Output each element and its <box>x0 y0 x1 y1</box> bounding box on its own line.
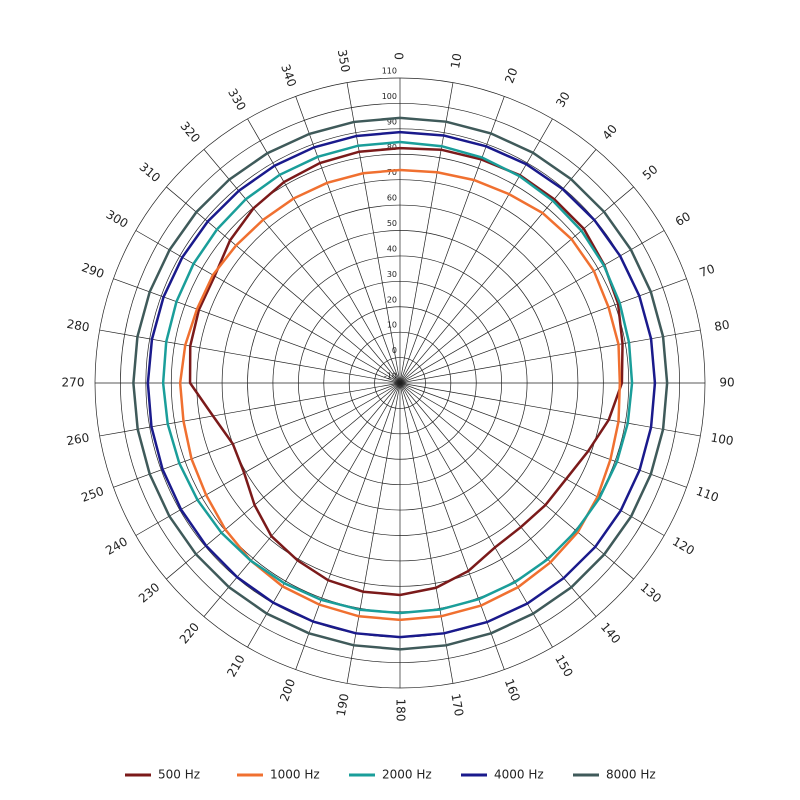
r-tick-label: 60 <box>387 194 397 203</box>
angle-label: 210 <box>224 653 248 680</box>
angle-label: 110 <box>694 484 720 505</box>
r-tick-label: 50 <box>387 219 397 228</box>
angle-label: 100 <box>710 430 735 448</box>
grid-spoke <box>399 278 687 384</box>
angle-label: 70 <box>698 261 717 279</box>
r-tick-label: 100 <box>382 92 397 101</box>
angle-label: 60 <box>673 209 693 229</box>
grid-spoke <box>399 382 454 684</box>
angle-label: 240 <box>103 534 130 558</box>
angle-label: 50 <box>640 162 661 183</box>
r-tick-label: 110 <box>382 67 397 76</box>
grid-spoke <box>135 230 401 384</box>
grid-spoke <box>135 382 401 536</box>
angle-label: 220 <box>177 620 202 647</box>
angle-label: 130 <box>638 580 665 605</box>
r-tick-label: 10 <box>387 321 397 330</box>
grid-spoke <box>113 278 401 384</box>
angle-label: 0 <box>393 52 407 60</box>
angle-label: 330 <box>225 86 249 113</box>
angle-label: 160 <box>502 677 523 703</box>
r-tick-label: 20 <box>387 295 397 304</box>
angle-label: 80 <box>713 318 730 334</box>
r-tick-label: 80 <box>387 143 397 152</box>
legend-label: 500 Hz <box>158 768 200 782</box>
legend-label: 8000 Hz <box>606 768 656 782</box>
grid-spoke <box>295 382 401 670</box>
grid-spoke <box>399 382 687 488</box>
r-tick-label: -10 <box>384 372 397 381</box>
grid-spoke <box>166 186 401 384</box>
angle-label: 340 <box>278 62 299 88</box>
grid-spoke <box>99 329 401 384</box>
grid-spoke <box>203 149 401 384</box>
angle-label: 250 <box>79 484 105 505</box>
angle-label: 230 <box>136 580 163 605</box>
grid-spoke <box>399 382 505 670</box>
angle-label: 270 <box>62 376 85 390</box>
r-tick-label: 30 <box>387 270 397 279</box>
angle-label: 10 <box>448 52 464 69</box>
angle-label: 150 <box>552 653 576 680</box>
grid-spoke <box>399 382 665 536</box>
legend-label: 4000 Hz <box>494 768 544 782</box>
angle-label: 190 <box>334 692 352 717</box>
grid-spoke <box>295 96 401 384</box>
angle-label: 90 <box>719 376 734 390</box>
grid-spoke <box>247 382 401 648</box>
legend-label: 1000 Hz <box>270 768 320 782</box>
grid-spoke <box>399 96 505 384</box>
grid-spoke <box>99 382 401 437</box>
grid-spoke <box>399 230 665 384</box>
angle-label: 30 <box>553 89 573 109</box>
angle-label: 260 <box>65 430 90 448</box>
r-tick-label: 70 <box>387 168 397 177</box>
angle-label: 320 <box>177 119 202 146</box>
angle-label: 120 <box>670 534 697 558</box>
angle-label: 40 <box>600 122 621 143</box>
series-line <box>161 140 634 615</box>
angle-label: 200 <box>277 677 298 703</box>
grid-spoke <box>399 82 454 384</box>
angle-label: 180 <box>394 699 408 722</box>
grid-spoke <box>346 382 401 684</box>
series-line <box>146 130 657 639</box>
series-line <box>132 116 669 651</box>
angle-label: 20 <box>502 66 520 85</box>
grid-spoke <box>399 118 553 384</box>
legend-label: 2000 Hz <box>382 768 432 782</box>
grid-spoke <box>113 382 401 488</box>
angle-label: 140 <box>598 620 623 647</box>
r-tick-label: 90 <box>387 117 397 126</box>
series-line <box>178 168 622 622</box>
angle-label: 350 <box>335 48 353 73</box>
r-tick-label: 40 <box>387 244 397 253</box>
angle-label: 300 <box>104 207 131 231</box>
angle-label: 170 <box>448 692 466 717</box>
angle-label: 280 <box>66 317 91 335</box>
angle-label: 290 <box>80 260 106 281</box>
angle-label: 310 <box>137 160 164 185</box>
grid-spoke <box>247 118 401 384</box>
grid-spoke <box>346 82 401 384</box>
